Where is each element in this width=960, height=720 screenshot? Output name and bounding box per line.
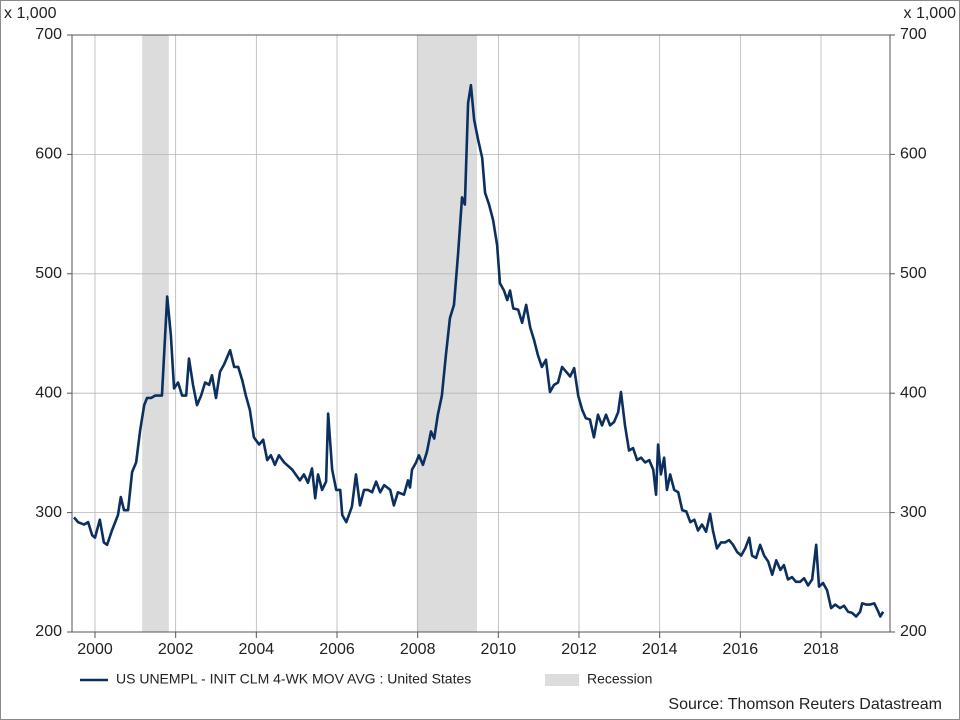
legend-label: Recession	[587, 671, 652, 687]
y2-tick-label: 400	[900, 384, 927, 401]
y2-tick-label: 200	[900, 623, 927, 640]
y2-tick-label: 500	[900, 265, 927, 282]
legend-swatch	[545, 674, 579, 686]
x-tick-label: 2012	[561, 641, 597, 658]
source: Source: Thomson Reuters Datastream	[668, 696, 942, 713]
y-tick-label: 300	[35, 504, 62, 521]
x-tick-label: 2016	[723, 641, 759, 658]
y-unit-left: x 1,000	[4, 5, 57, 22]
y-tick-label: 600	[35, 146, 62, 163]
x-tick-label: 2006	[319, 641, 355, 658]
y-tick-label: 700	[35, 26, 62, 43]
x-tick-label: 2008	[400, 641, 436, 658]
x-tick-label: 2018	[803, 641, 839, 658]
y2-tick-label: 700	[900, 26, 927, 43]
series-line	[73, 83, 885, 618]
y-unit-right: x 1,000	[904, 5, 957, 22]
x-tick-label: 2004	[239, 641, 275, 658]
x-tick-label: 2002	[158, 641, 194, 658]
x-tick-label: 2000	[77, 641, 113, 658]
y2-tick-label: 300	[900, 504, 927, 521]
y-tick-label: 400	[35, 384, 62, 401]
y2-tick-label: 600	[900, 146, 927, 163]
legend-label: US UNEMPL - INIT CLM 4-WK MOV AVG : Unit…	[116, 671, 471, 687]
x-tick-label: 2010	[481, 641, 517, 658]
plot-border	[71, 34, 891, 633]
x-tick-label: 2014	[642, 641, 678, 658]
y-tick-label: 200	[35, 623, 62, 640]
y-tick-label: 500	[35, 265, 62, 282]
